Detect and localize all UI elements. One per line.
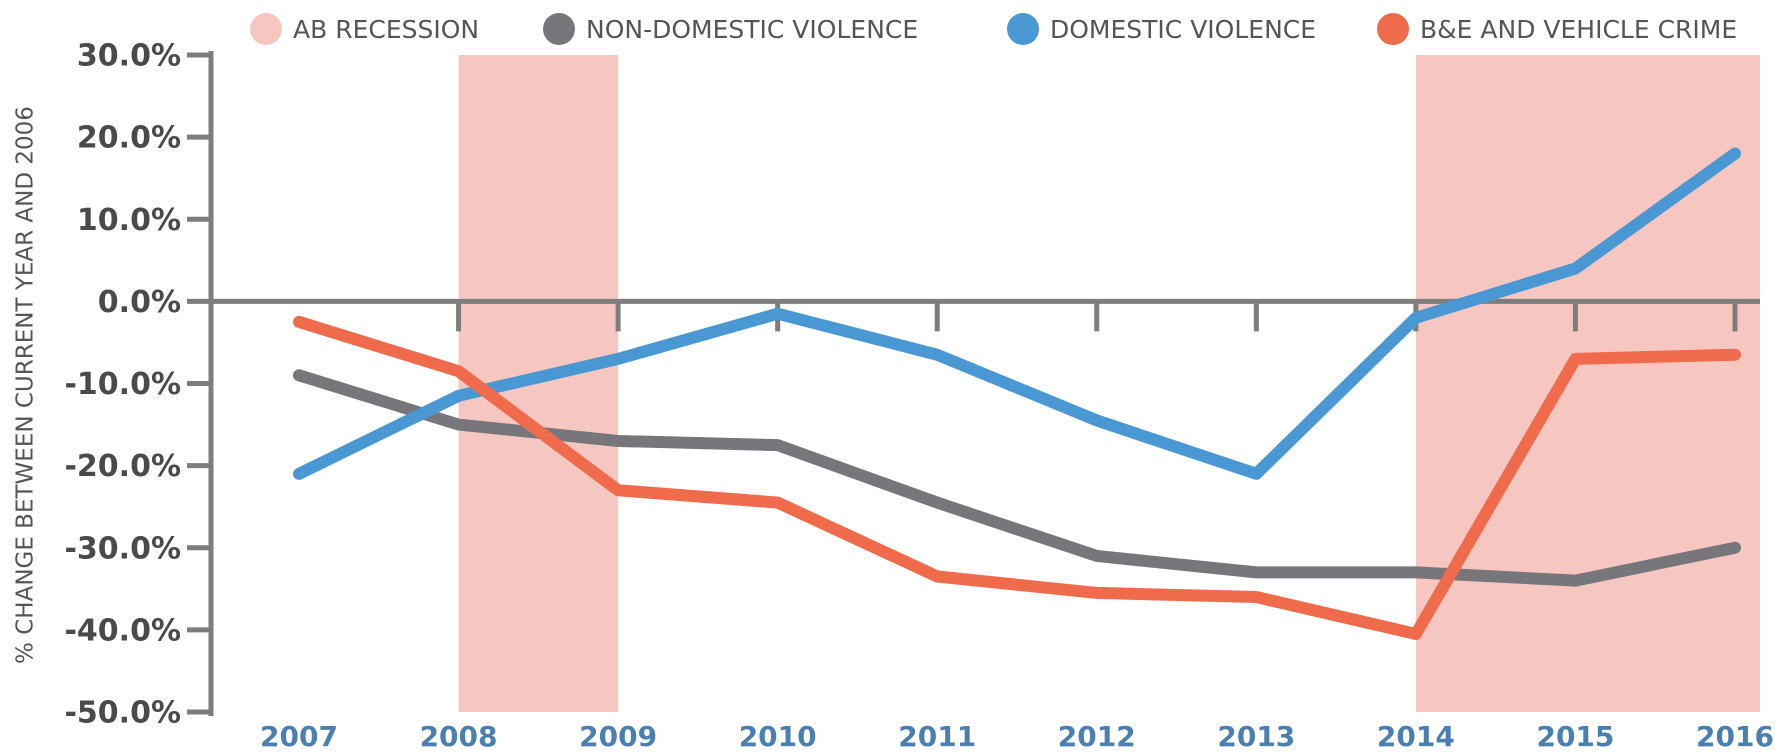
recession-band: [458, 55, 619, 712]
legend-label: DOMESTIC VIOLENCE: [1050, 15, 1316, 44]
y-tick-label: 10.0%: [77, 203, 181, 238]
x-tick-label: 2015: [1536, 720, 1614, 753]
x-tick-label: 2013: [1217, 720, 1295, 753]
y-tick-label: -30.0%: [64, 531, 181, 566]
y-tick-label: -50.0%: [64, 696, 181, 731]
x-tick-label: 2016: [1696, 720, 1774, 753]
legend-label: NON-DOMESTIC VIOLENCE: [586, 15, 918, 44]
legend-label: AB RECESSION: [293, 15, 479, 44]
x-tick-label: 2012: [1058, 720, 1136, 753]
y-axis-label: % CHANGE BETWEEN CURRENT YEAR AND 2006: [13, 106, 39, 664]
y-tick-label: 0.0%: [98, 285, 181, 320]
y-tick-label: -10.0%: [64, 367, 181, 402]
x-tick-label: 2011: [898, 720, 976, 753]
y-tick-label: -20.0%: [64, 449, 181, 484]
x-tick-label: 2008: [420, 720, 498, 753]
legend-swatch: [543, 13, 575, 45]
legend-label: B&E AND VEHICLE CRIME: [1420, 15, 1737, 44]
x-tick-label: 2007: [260, 720, 338, 753]
x-tick-label: 2010: [739, 720, 817, 753]
recession-band: [1415, 55, 1760, 712]
x-tick-label: 2009: [579, 720, 657, 753]
y-tick-label: -40.0%: [64, 613, 181, 648]
legend-swatch: [1377, 13, 1409, 45]
series-line: [293, 315, 1741, 640]
y-tick-label: 30.0%: [77, 39, 181, 74]
legend-swatch: [250, 13, 282, 45]
y-tick-label: 20.0%: [77, 121, 181, 156]
series-line: [293, 147, 1741, 480]
x-tick-label: 2014: [1377, 720, 1455, 753]
legend-swatch: [1007, 13, 1039, 45]
